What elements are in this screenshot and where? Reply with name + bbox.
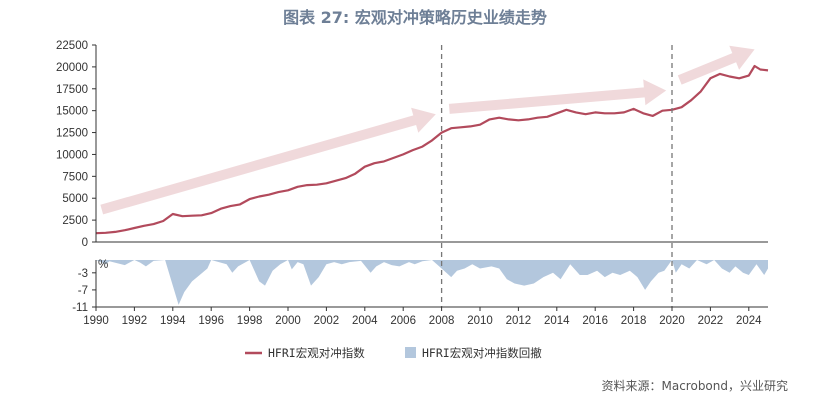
x-tick-label: 2010 bbox=[467, 315, 493, 327]
x-tick-label: 1990 bbox=[83, 315, 109, 327]
top-y-tick-label: 2500 bbox=[62, 215, 88, 227]
top-y-tick-label: 17500 bbox=[56, 84, 88, 96]
top-y-tick-label: 10000 bbox=[56, 149, 88, 161]
x-tick-label: 1992 bbox=[122, 315, 148, 327]
top-y-axis-ticks: 0 2500 5000 7500 10000 12500 15000 17500 20000 22… bbox=[56, 40, 96, 249]
trend-arrows bbox=[100, 45, 755, 215]
drawdown-area-series bbox=[96, 260, 768, 305]
x-tick-label: 2002 bbox=[314, 315, 340, 327]
drawdown-area-layer bbox=[96, 260, 768, 305]
top-y-tick-label: 15000 bbox=[56, 106, 88, 118]
top-y-tick-label: 0 bbox=[82, 237, 88, 249]
x-tick-label: 2014 bbox=[544, 315, 570, 327]
trend-arrow-1 bbox=[100, 107, 436, 215]
top-y-tick-label: 7500 bbox=[62, 171, 88, 183]
x-tick-label: 2018 bbox=[621, 315, 647, 327]
top-y-tick-label: 12500 bbox=[56, 128, 88, 140]
axes bbox=[95, 45, 768, 308]
x-tick-label: 1994 bbox=[160, 315, 186, 327]
x-tick-label: 2000 bbox=[275, 315, 301, 327]
index-line-layer bbox=[95, 64, 769, 235]
trend-arrow-2 bbox=[448, 79, 667, 114]
top-y-tick-label: 22500 bbox=[56, 40, 88, 52]
x-tick-label: 2004 bbox=[352, 315, 378, 327]
bottom-y-unit-label: % bbox=[98, 259, 108, 271]
top-y-tick-label: 5000 bbox=[62, 193, 88, 205]
x-tick-label: 2024 bbox=[736, 315, 762, 327]
top-y-tick-label: 20000 bbox=[56, 62, 88, 74]
legend-entry-index: HFRI宏观对冲指数 bbox=[268, 346, 365, 360]
x-tick-label: 2016 bbox=[582, 315, 608, 327]
bottom-y-tick-label: -11 bbox=[72, 302, 88, 314]
vertical-marker-lines bbox=[440, 45, 673, 307]
x-tick-label: 2012 bbox=[506, 315, 532, 327]
bottom-y-axis-ticks: -3 -7 -11 bbox=[72, 268, 96, 314]
bottom-y-tick-label: -7 bbox=[78, 285, 88, 297]
bottom-y-tick-label: -3 bbox=[78, 268, 88, 280]
source-note: 资料来源：Macrobond，兴业研究 bbox=[602, 378, 789, 393]
x-axis-ticks: 1990 1992 1994 1996 1998 2000 2002 2004 2006 2008… bbox=[83, 307, 762, 327]
x-tick-label: 1998 bbox=[237, 315, 263, 327]
x-tick-label: 2006 bbox=[390, 315, 416, 327]
legend-entry-drawdown: HFRI宏观对冲指数回撤 bbox=[422, 346, 542, 360]
trend-arrow-3 bbox=[677, 45, 755, 85]
chart-title: 图表 27: 宏观对冲策略历史业绩走势 bbox=[283, 8, 547, 27]
legend: HFRI宏观对冲指数 HFRI宏观对冲指数回撤 bbox=[245, 346, 542, 360]
x-tick-label: 1996 bbox=[198, 315, 224, 327]
legend-area-swatch bbox=[405, 347, 416, 358]
x-tick-label: 2022 bbox=[698, 315, 724, 327]
x-tick-label: 2008 bbox=[429, 315, 455, 327]
index-line-series bbox=[95, 64, 769, 235]
x-tick-label: 2020 bbox=[659, 315, 685, 327]
